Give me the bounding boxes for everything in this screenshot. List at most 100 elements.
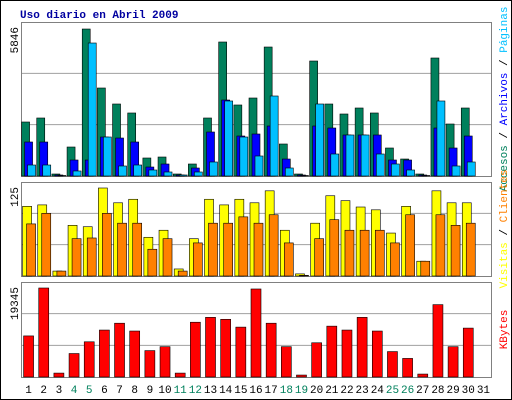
- x-tick-label: 27: [416, 385, 429, 397]
- legend: KBytes: [499, 310, 511, 350]
- legend-entry: KBytes: [499, 310, 511, 350]
- legend-separator: /: [499, 53, 511, 73]
- x-tick-label: 16: [249, 385, 262, 397]
- bar: [462, 327, 474, 378]
- bar: [83, 341, 95, 378]
- legend-entry: Visitas: [499, 242, 511, 288]
- bar: [224, 100, 233, 177]
- bar: [359, 229, 370, 277]
- x-tick-label: 31: [477, 385, 491, 397]
- bar: [177, 270, 188, 277]
- x-tick-label: 5: [86, 385, 93, 397]
- x-tick-label: 22: [340, 385, 353, 397]
- legend-entry: Archivos: [499, 73, 511, 126]
- bar: [281, 346, 292, 378]
- legend: Visitas / Clientes: [499, 170, 511, 289]
- y-tick-label: 19345: [10, 287, 22, 320]
- bar: [87, 42, 97, 177]
- bar: [133, 164, 143, 177]
- bar: [285, 167, 294, 177]
- bar: [406, 169, 415, 177]
- bar: [190, 321, 201, 378]
- bar: [345, 134, 355, 177]
- bar: [194, 171, 203, 177]
- bar: [421, 175, 431, 177]
- legend-entry: Accesos: [499, 145, 511, 191]
- bar: [38, 287, 50, 378]
- x-tick-label: 8: [131, 385, 138, 397]
- bar: [147, 248, 158, 277]
- bar: [265, 322, 277, 378]
- bar: [71, 238, 82, 277]
- bar: [148, 169, 158, 177]
- bar: [118, 165, 127, 177]
- bar: [451, 165, 461, 177]
- bar: [56, 270, 67, 277]
- bar: [99, 329, 110, 378]
- bar: [315, 103, 324, 177]
- x-tick-label: 17: [265, 385, 278, 397]
- bar: [253, 222, 264, 277]
- bar: [53, 372, 65, 378]
- bar: [417, 373, 429, 378]
- bar: [296, 374, 307, 378]
- legend-entry: Páginas: [499, 7, 511, 53]
- bar: [144, 350, 156, 378]
- bar: [329, 219, 340, 277]
- bar: [27, 164, 36, 177]
- x-tick-label: 1: [25, 385, 32, 397]
- bar: [163, 171, 173, 177]
- bar: [420, 260, 431, 277]
- x-tick-label: 11: [174, 385, 188, 397]
- x-tick-label: 29: [446, 385, 459, 397]
- bar: [132, 222, 143, 277]
- bar: [26, 223, 36, 277]
- bar: [178, 174, 188, 177]
- bar: [356, 317, 368, 378]
- bar: [86, 237, 97, 277]
- bar: [450, 225, 461, 277]
- x-tick-label: 2: [40, 385, 47, 397]
- y-tick-label: 125: [10, 187, 22, 207]
- bar: [465, 222, 476, 277]
- legend-entry: Clientes: [499, 170, 511, 223]
- bar: [269, 95, 279, 177]
- y-tick-label: 5846: [10, 27, 22, 53]
- bar: [311, 342, 322, 378]
- x-tick-label: 13: [204, 385, 217, 397]
- x-tick-label: 21: [325, 385, 339, 397]
- bar: [193, 242, 203, 277]
- x-tick-label: 25: [386, 385, 399, 397]
- bar: [375, 153, 385, 177]
- bar: [405, 214, 415, 277]
- bar: [159, 346, 171, 378]
- legend-separator: /: [499, 222, 511, 242]
- bar: [254, 155, 264, 177]
- bar: [72, 170, 82, 177]
- x-tick-label: 10: [158, 385, 171, 397]
- bar: [360, 134, 370, 177]
- bar: [284, 242, 294, 277]
- x-tick-label: 28: [431, 385, 444, 397]
- x-tick-label: 4: [71, 385, 78, 397]
- bar: [435, 214, 446, 277]
- x-tick-label: 6: [101, 385, 108, 397]
- bar: [57, 175, 67, 177]
- bar: [220, 318, 231, 378]
- bar: [42, 164, 52, 177]
- bar: [205, 317, 216, 378]
- bar: [300, 175, 309, 177]
- bar: [250, 288, 262, 378]
- bar: [117, 222, 127, 277]
- bar: [235, 326, 247, 378]
- bar: [103, 136, 112, 177]
- x-tick-label: 20: [310, 385, 323, 397]
- x-tick-label: 15: [234, 385, 247, 397]
- bar: [326, 325, 338, 378]
- x-tick-label: 19: [295, 385, 308, 397]
- bar: [299, 274, 309, 277]
- x-tick-label: 26: [401, 385, 414, 397]
- x-tick-label: 14: [219, 385, 233, 397]
- bar: [341, 329, 353, 378]
